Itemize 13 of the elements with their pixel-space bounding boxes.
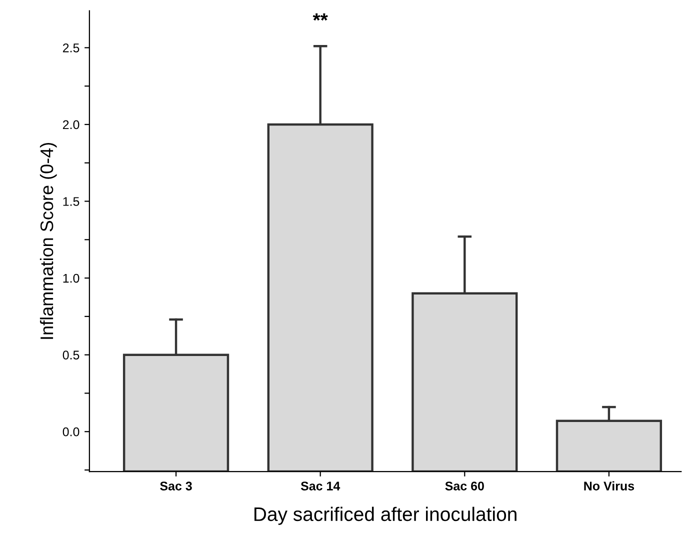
x-tick-label: Sac 14 xyxy=(300,482,340,490)
y-axis-title: Inflammation Score (0-4) xyxy=(40,142,57,339)
y-tick-label: 0.5 xyxy=(62,350,80,360)
x-axis-title: Day sacrificed after inoculation xyxy=(254,506,516,525)
x-tick-label: Sac 3 xyxy=(160,482,192,490)
y-tick-label: 0.0 xyxy=(62,427,80,436)
y-tick-label: 2.0 xyxy=(62,120,80,130)
x-tick-label: Sac 60 xyxy=(445,482,484,490)
x-tick-label: No Virus xyxy=(584,481,634,490)
y-tick-label: 1.5 xyxy=(63,197,80,206)
annotation: ** xyxy=(312,13,328,21)
y-tick-label: 1.0 xyxy=(63,274,80,283)
y-tick-label: 2.5 xyxy=(62,43,80,52)
